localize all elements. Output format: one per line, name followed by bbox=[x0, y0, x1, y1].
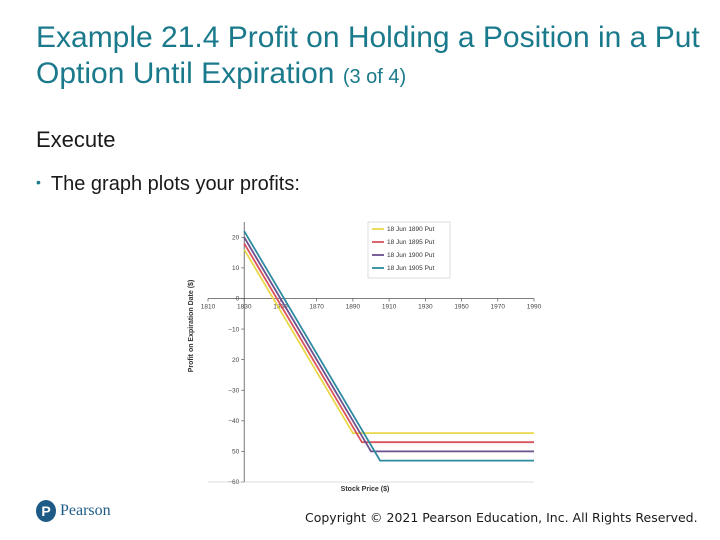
x-tick-label: 1910 bbox=[382, 303, 397, 310]
y-axis-label: Profit on Expiration Date ($) bbox=[188, 280, 195, 373]
x-tick-label: 1930 bbox=[418, 303, 433, 310]
y-tick-label: 50 bbox=[232, 449, 240, 456]
pearson-logo-text: Pearson bbox=[60, 502, 111, 519]
x-tick-label: 1850 bbox=[273, 303, 288, 310]
x-tick-label: 1970 bbox=[491, 303, 506, 310]
legend-label: 18 Jun 1905 Put bbox=[387, 265, 435, 272]
y-tick-label: −30 bbox=[228, 387, 239, 394]
series-line bbox=[243, 242, 534, 444]
x-axis-label: Stock Price ($) bbox=[341, 486, 390, 493]
series-line bbox=[243, 236, 534, 453]
section-heading: Execute bbox=[36, 127, 116, 152]
legend-label: 18 Jun 1900 Put bbox=[387, 252, 435, 259]
chart-background bbox=[182, 214, 542, 500]
x-tick-label: 1870 bbox=[309, 303, 324, 310]
chart-legend: 18 Jun 1890 Put 18 Jun 1895 Put 18 Jun 190… bbox=[367, 221, 451, 279]
profit-chart: 1810 1830 1850 1870 1890 1910 1930 1950 1970 1990… bbox=[182, 214, 542, 500]
x-tick-label: 1990 bbox=[527, 303, 542, 310]
bullet-dot-icon: • bbox=[36, 174, 41, 190]
copyright-notice: Copyright © 2021 Pearson Education, Inc.… bbox=[305, 510, 698, 525]
legend-label: 18 Jun 1895 Put bbox=[387, 239, 435, 246]
chart-series bbox=[243, 230, 534, 462]
x-tick-label: 1810 bbox=[201, 303, 216, 310]
x-tick-label: 1950 bbox=[454, 303, 469, 310]
title-main: Example 21.4 Profit on Holding a Positio… bbox=[36, 21, 700, 90]
y-tick-label: −60 bbox=[228, 479, 239, 486]
x-tick-label: 1890 bbox=[346, 303, 361, 310]
y-tick-label: −10 bbox=[228, 326, 239, 333]
y-tick-label: 10 bbox=[232, 265, 240, 272]
pearson-logo-icon: P bbox=[36, 500, 56, 522]
series-line bbox=[243, 249, 534, 435]
slide-title: Example 21.4 Profit on Holding a Positio… bbox=[36, 20, 706, 95]
y-tick-label: −40 bbox=[228, 418, 239, 425]
y-tick-label: 20 bbox=[232, 234, 240, 241]
pearson-logo: P Pearson bbox=[36, 500, 111, 522]
bullet-text: The graph plots your profits: bbox=[50, 173, 300, 195]
series-line bbox=[243, 230, 534, 462]
legend-label: 18 Jun 1890 Put bbox=[387, 226, 435, 233]
y-tick-label: 20 bbox=[232, 357, 240, 364]
chart-axes: 1810 1830 1850 1870 1890 1910 1930 1950 1970 1990… bbox=[201, 222, 542, 486]
y-tick-label: 0 bbox=[236, 296, 240, 303]
title-suffix: (3 of 4) bbox=[342, 66, 407, 88]
bullet-item: • The graph plots your profits: bbox=[36, 173, 300, 196]
x-tick-label: 1830 bbox=[237, 303, 252, 310]
